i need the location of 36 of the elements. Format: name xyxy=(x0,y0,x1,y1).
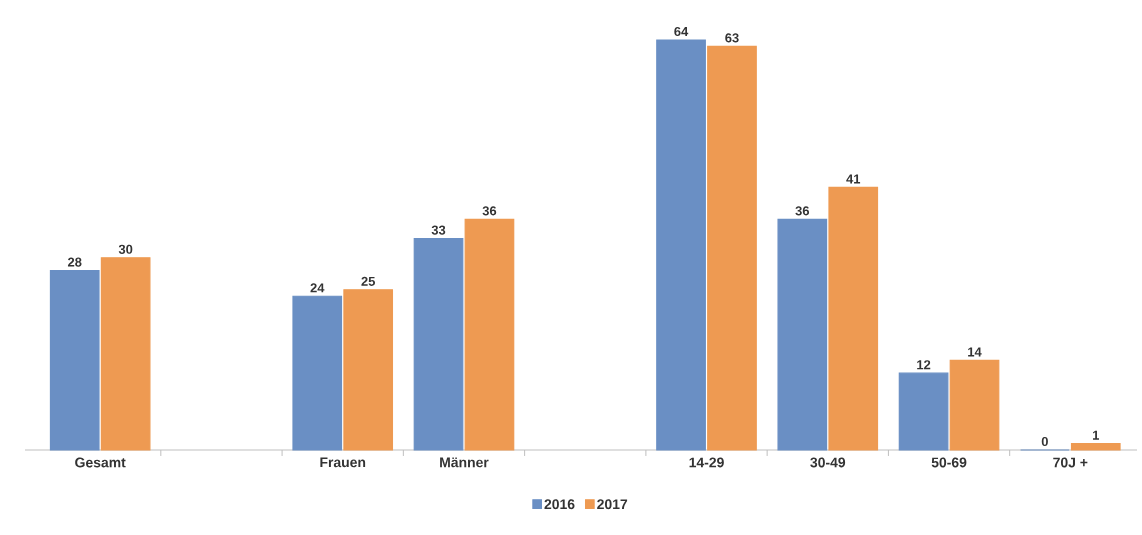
data-label: 41 xyxy=(846,174,861,184)
x-tick-label: Gesamt xyxy=(75,457,126,468)
data-label: 64 xyxy=(674,26,689,37)
legend-label: 2017 xyxy=(597,499,628,510)
data-label: 0 xyxy=(1041,436,1048,447)
data-label: 1 xyxy=(1092,430,1100,440)
bar xyxy=(413,237,464,451)
data-label: 63 xyxy=(725,33,739,43)
data-label: 36 xyxy=(795,206,810,216)
bar xyxy=(49,270,100,451)
x-tick-label: Frauen xyxy=(320,457,366,468)
bar xyxy=(464,218,515,451)
bar xyxy=(707,45,757,451)
x-tick-label: 50-69 xyxy=(931,457,967,468)
bar xyxy=(828,186,879,451)
bar xyxy=(343,289,394,451)
data-label: 28 xyxy=(67,257,82,267)
data-label: 25 xyxy=(361,276,376,286)
data-label: 24 xyxy=(310,283,325,293)
data-label: 33 xyxy=(431,225,446,235)
x-tick-label: 30-49 xyxy=(810,457,846,468)
x-tick-label: 14-29 xyxy=(689,457,724,468)
bar xyxy=(898,372,949,451)
bar xyxy=(292,295,343,451)
bar xyxy=(949,359,1000,451)
bar xyxy=(777,218,828,451)
data-label: 36 xyxy=(482,206,497,216)
x-tick-label: 70J + xyxy=(1053,457,1088,468)
legend-label: 2016 xyxy=(544,499,575,510)
bar xyxy=(656,39,706,451)
x-tick-label: Männer xyxy=(440,457,489,468)
data-label: 14 xyxy=(968,347,982,357)
bar xyxy=(100,257,151,451)
data-label: 12 xyxy=(917,360,931,370)
data-label: 30 xyxy=(118,244,133,254)
bar xyxy=(1070,442,1121,451)
